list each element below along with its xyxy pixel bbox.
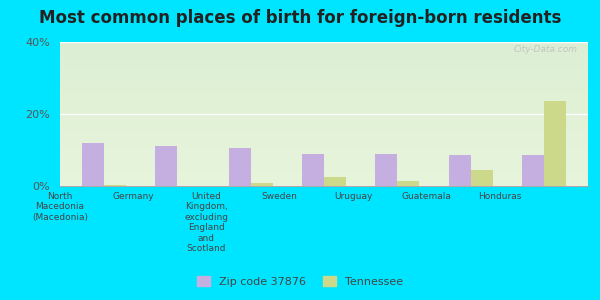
Text: Most common places of birth for foreign-born residents: Most common places of birth for foreign-… [39,9,561,27]
Bar [324,177,346,186]
Bar [522,155,544,186]
Text: Sweden: Sweden [262,192,298,201]
Bar [155,146,178,186]
Bar [397,181,419,186]
Text: Honduras: Honduras [478,192,521,201]
Bar [251,183,272,186]
Legend: Zip code 37876, Tennessee: Zip code 37876, Tennessee [193,272,407,291]
Bar [470,170,493,186]
Text: City-Data.com: City-Data.com [514,45,577,54]
Bar [104,185,126,186]
Bar [376,154,397,186]
Text: Germany: Germany [112,192,154,201]
Text: North
Macedonia
(Macedonia): North Macedonia (Macedonia) [32,192,88,222]
Bar [449,155,470,186]
Bar [302,154,324,186]
Text: Guatemala: Guatemala [401,192,451,201]
Text: Uruguay: Uruguay [334,192,372,201]
Bar [229,148,251,186]
Bar [544,101,566,186]
Text: United
Kingdom,
excluding
England
and
Scotland: United Kingdom, excluding England and Sc… [184,192,229,253]
Bar [82,143,104,186]
